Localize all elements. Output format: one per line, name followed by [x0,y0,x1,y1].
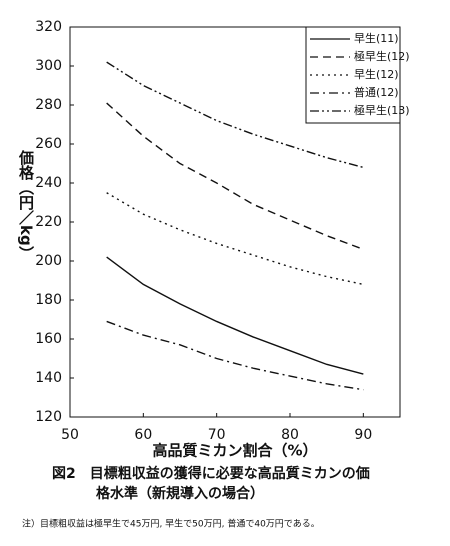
y-tick-label: 240 [35,175,62,191]
y-tick-label: 280 [35,97,62,113]
y-tick-label: 300 [35,58,62,74]
x-tick-label: 60 [134,427,152,443]
y-tick-label: 120 [35,409,62,425]
x-axis-label: 高品質ミカン割合（%） [152,442,317,460]
y-tick-label: 320 [35,19,62,35]
legend: 早生(11) 極早生(12) 早生(12) 普通(12) 極早生(13) [305,26,410,124]
legend-label: 極早生(12) [354,49,410,63]
series-line [106,256,364,375]
x-tick-label: 70 [208,427,226,443]
series-line [106,192,364,286]
x-tick-label: 80 [281,427,299,443]
legend-label: 極早生(13) [354,103,410,117]
series-line [106,320,364,391]
series-line [106,61,364,169]
legend-box [305,26,401,124]
y-tick-label: 160 [35,331,62,347]
y-axis-label: 価格（円／kg） [17,149,35,261]
y-tick-label: 140 [35,370,62,386]
series-line [106,102,364,250]
caption-line: 図2 目標粗収益の獲得に必要な高品質ミカンの価 [52,465,370,482]
x-tick-label: 90 [354,427,372,443]
y-tick-label: 200 [35,253,62,269]
y-tick-label: 260 [35,136,62,152]
y-tick-label: 220 [35,214,62,230]
legend-label: 早生(12) [354,67,399,81]
caption-line: 格水準（新規導入の場合） [96,485,264,502]
x-tick-label: 50 [61,427,79,443]
y-tick-label: 180 [35,292,62,308]
legend-label: 早生(11) [354,31,399,45]
legend-label: 普通(12) [354,85,399,99]
note: 注）目標粗収益は極早生で45万円, 早生で50万円, 普通で40万円である。 [22,518,320,530]
